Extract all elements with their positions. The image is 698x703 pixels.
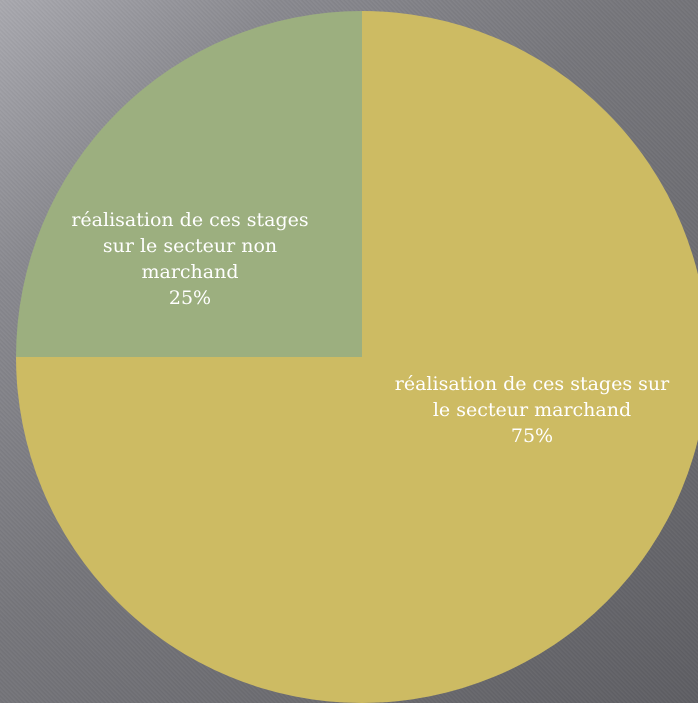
slice-category-label: sur le secteur non bbox=[103, 235, 277, 257]
slice-category-label: réalisation de ces stages sur bbox=[395, 373, 670, 395]
slice-percent-label: 25% bbox=[169, 287, 211, 309]
slice-category-label: le secteur marchand bbox=[433, 399, 631, 421]
pie-slice bbox=[16, 11, 362, 357]
slice-category-label: marchand bbox=[141, 261, 238, 283]
slice-category-label: réalisation de ces stages bbox=[71, 209, 308, 231]
pie-slice bbox=[16, 11, 698, 703]
slice-percent-label: 75% bbox=[511, 425, 553, 447]
